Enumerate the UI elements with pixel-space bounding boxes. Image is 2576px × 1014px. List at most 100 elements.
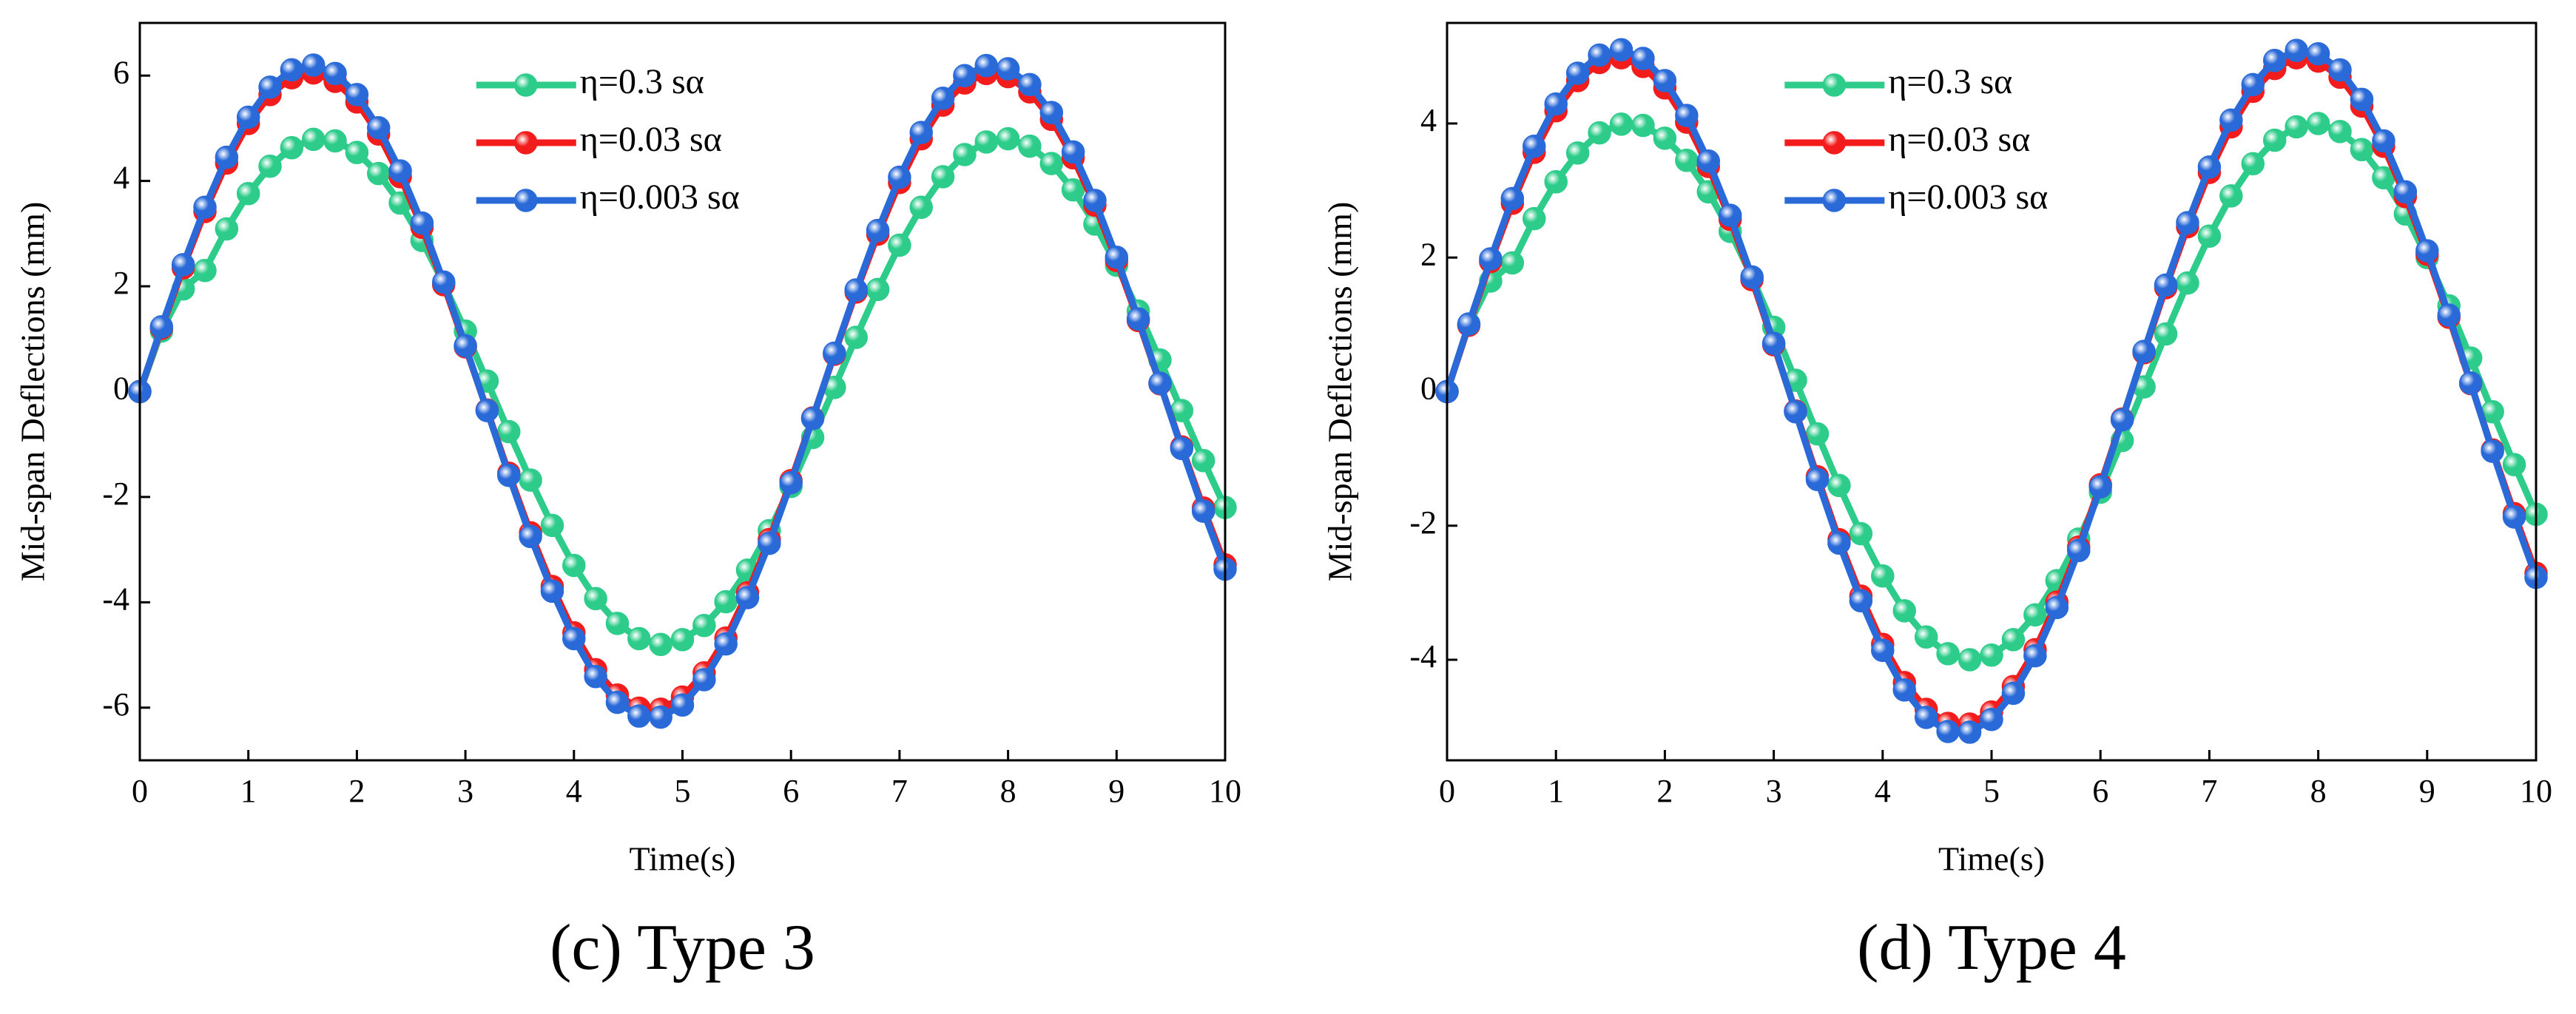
- series-marker: [1588, 121, 1611, 145]
- series-marker: [1500, 251, 1525, 275]
- series-marker: [2154, 322, 2178, 346]
- series-marker: [1544, 170, 1568, 194]
- x-tick-label: 3: [457, 773, 473, 809]
- series-marker: [2328, 120, 2352, 143]
- series-marker: [345, 83, 369, 107]
- series-marker: [692, 668, 716, 692]
- legend-marker: [514, 131, 538, 155]
- series-marker: [2023, 603, 2047, 627]
- series-marker: [2045, 595, 2069, 620]
- x-tick-label: 9: [2419, 773, 2435, 809]
- series-marker: [714, 632, 738, 656]
- series-marker: [1523, 206, 1546, 231]
- plot-area: [128, 53, 1237, 729]
- series-marker: [909, 195, 933, 219]
- legend-label: η=0.03 sα: [580, 120, 722, 159]
- series-marker: [1958, 720, 1982, 744]
- series-marker: [584, 587, 607, 611]
- series-marker: [779, 470, 803, 495]
- series-marker: [2241, 72, 2265, 97]
- series-marker: [2285, 115, 2308, 139]
- x-tick-label: 1: [240, 773, 257, 809]
- series-marker: [974, 130, 999, 154]
- series-marker: [1083, 189, 1107, 212]
- legend-marker: [1822, 131, 1847, 155]
- series-marker: [1653, 69, 1677, 92]
- series-marker: [519, 524, 542, 549]
- series-marker: [149, 315, 174, 339]
- series-marker: [866, 218, 890, 243]
- series-marker: [670, 628, 695, 652]
- series-marker: [2067, 538, 2091, 563]
- series-marker: [193, 258, 217, 283]
- series-marker: [974, 53, 999, 78]
- series-marker: [1827, 473, 1851, 498]
- series-marker: [388, 159, 412, 183]
- legend-label: η=0.3 sα: [580, 62, 704, 101]
- series-marker: [1805, 467, 1830, 491]
- series-marker: [2415, 239, 2439, 263]
- x-axis-label: Time(s): [1938, 840, 2045, 878]
- series-marker: [2110, 408, 2134, 432]
- legend-label: η=0.003 sα: [1888, 178, 2048, 217]
- series-marker: [475, 399, 499, 422]
- series-marker: [996, 57, 1020, 81]
- series-marker: [627, 626, 651, 651]
- series-marker: [2176, 271, 2199, 295]
- x-tick-label: 7: [891, 773, 908, 809]
- series-marker: [1631, 47, 1655, 70]
- series-marker: [1849, 589, 1873, 613]
- series-marker: [1191, 449, 1215, 473]
- series-marker: [2458, 371, 2483, 395]
- y-tick-label: -2: [1409, 504, 1437, 541]
- legend-label: η=0.003 sα: [580, 178, 740, 217]
- series-marker: [236, 181, 260, 206]
- x-tick-label: 5: [675, 773, 691, 809]
- series-marker: [2393, 180, 2418, 204]
- series-marker: [215, 145, 239, 169]
- series-marker: [1588, 43, 1611, 67]
- y-tick-label: 6: [113, 54, 129, 90]
- x-tick-label: 10: [2520, 773, 2552, 809]
- series-marker: [1696, 149, 1721, 173]
- series-marker: [758, 531, 781, 555]
- series-marker: [931, 165, 955, 189]
- series-marker: [1170, 436, 1194, 461]
- plot-frame: [138, 21, 1227, 762]
- series-marker: [2437, 303, 2461, 327]
- series-marker: [410, 211, 434, 235]
- y-tick-label: 4: [1420, 102, 1437, 138]
- y-tick-label: -4: [1409, 638, 1437, 675]
- series-marker: [2502, 505, 2526, 529]
- series-marker: [2285, 38, 2308, 62]
- series-marker: [692, 613, 716, 638]
- series-marker: [996, 126, 1020, 151]
- series-marker: [1675, 104, 1699, 127]
- series-marker: [366, 115, 391, 140]
- x-tick-label: 5: [1983, 773, 2000, 809]
- series-marker: [1479, 247, 1503, 271]
- x-tick-label: 10: [1209, 773, 1241, 809]
- y-axis-label: Mid-span Deflections (mm): [14, 202, 52, 582]
- series-marker: [562, 626, 586, 651]
- series-marker: [280, 58, 304, 82]
- series-marker: [323, 61, 347, 86]
- x-tick-label: 4: [566, 773, 582, 809]
- series-marker: [1980, 643, 2003, 667]
- series-marker: [301, 127, 326, 152]
- series-marker: [931, 87, 955, 110]
- x-tick-label: 6: [2092, 773, 2108, 809]
- y-tick-label: -2: [102, 476, 129, 512]
- series-marker: [215, 217, 239, 241]
- series-line: [136, 70, 1229, 713]
- series-marker: [497, 463, 521, 487]
- series-marker: [2306, 112, 2330, 135]
- legend-marker: [514, 189, 538, 212]
- series-marker: [1784, 399, 1807, 424]
- legend-marker: [1822, 73, 1847, 97]
- y-tick-label: 2: [1420, 236, 1437, 272]
- series-marker: [1980, 707, 2003, 731]
- series-marker: [1565, 61, 1590, 85]
- series-marker: [1105, 246, 1129, 269]
